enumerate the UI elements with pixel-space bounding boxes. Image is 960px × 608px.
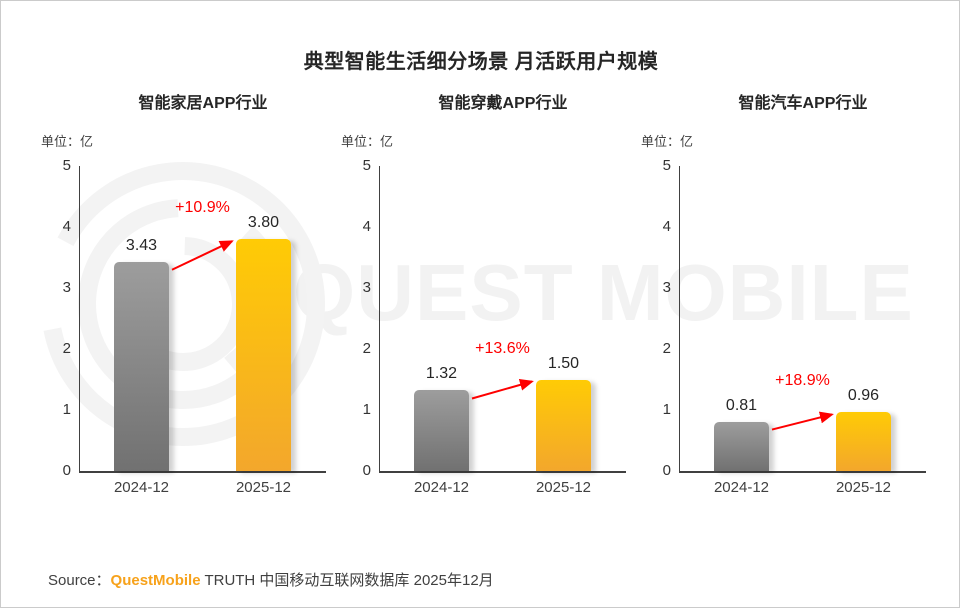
x-axis-category-label: 2024-12 bbox=[713, 479, 770, 496]
y-axis-tick-label: 0 bbox=[662, 462, 671, 479]
y-axis-tick-label: 0 bbox=[62, 462, 71, 479]
y-axis-tick-label: 2 bbox=[62, 340, 71, 357]
y-axis-tick-label: 5 bbox=[662, 157, 671, 174]
questmobile-text-watermark: QUEST MOBILE bbox=[293, 248, 914, 337]
chart-subtitle: 智能家居APP行业 bbox=[138, 95, 268, 112]
y-axis-tick-label: 4 bbox=[62, 218, 71, 235]
y-axis-tick-label: 1 bbox=[62, 401, 71, 418]
chart-subtitle: 智能穿戴APP行业 bbox=[438, 95, 568, 112]
y-axis-tick-label: 2 bbox=[362, 340, 371, 357]
bar-previous-period bbox=[114, 261, 169, 471]
y-axis-tick-label: 4 bbox=[362, 218, 371, 235]
y-axis-tick-label: 3 bbox=[662, 279, 671, 296]
bar-previous-period bbox=[414, 390, 469, 471]
y-axis-tick-label: 1 bbox=[662, 401, 671, 418]
bar-value-label: 3.80 bbox=[247, 214, 280, 232]
bar-value-label: 0.96 bbox=[847, 387, 880, 405]
bar-value-label: 3.43 bbox=[125, 236, 158, 254]
x-axis-line bbox=[78, 471, 327, 473]
y-axis-tick-label: 5 bbox=[62, 157, 71, 174]
y-axis-tick-label: 1 bbox=[362, 401, 371, 418]
bar-current-period bbox=[536, 379, 591, 471]
page-title: 典型智能生活细分场景 月活跃用户规模 bbox=[303, 51, 659, 73]
source-brand: QuestMobile bbox=[110, 572, 201, 589]
unit-label: 单位：亿 bbox=[41, 134, 94, 149]
x-axis-category-label: 2024-12 bbox=[113, 479, 170, 496]
x-axis-category-label: 2024-12 bbox=[413, 479, 470, 496]
y-axis-line bbox=[378, 166, 381, 473]
source-line: Source：QuestMobile TRUTH 中国移动互联网数据库 2025… bbox=[48, 569, 494, 590]
chart-smart-home-app: 智能家居APP行业 单位：亿 0 1 2 3 4 5 3.43 2024-12 3.80 2025… bbox=[31, 1, 331, 541]
plot-area: 0 1 2 3 4 5 1.32 2024-12 1.50 2025-12 +13.6% bbox=[331, 1, 631, 541]
x-axis-category-label: 2025-12 bbox=[235, 479, 292, 496]
unit-label: 单位：亿 bbox=[341, 134, 394, 149]
unit-label: 单位：亿 bbox=[641, 134, 694, 149]
bar-current-period bbox=[836, 412, 891, 471]
plot-area: 0 1 2 3 4 5 3.43 2024-12 3.80 2025-12 +10.9% bbox=[31, 1, 331, 541]
source-label: Source： bbox=[48, 572, 111, 589]
x-axis-category-label: 2025-12 bbox=[535, 479, 592, 496]
y-axis-tick-label: 4 bbox=[662, 218, 671, 235]
bar-value-label: 1.50 bbox=[547, 354, 580, 372]
y-axis-tick-label: 3 bbox=[362, 279, 371, 296]
chart-smart-car-app: 智能汽车APP行业 单位：亿 0 1 2 3 4 5 0.81 2024-12 0.96 2025… bbox=[631, 1, 931, 541]
chart-smart-wearable-app: 智能穿戴APP行业 单位：亿 0 1 2 3 4 5 1.32 2024-12 1.50 2025… bbox=[331, 1, 631, 541]
y-axis-tick-label: 0 bbox=[362, 462, 371, 479]
chart-subtitle: 智能汽车APP行业 bbox=[738, 95, 868, 112]
bar-current-period bbox=[236, 239, 291, 471]
growth-percent-label: +10.9% bbox=[175, 199, 230, 217]
y-axis-tick-label: 5 bbox=[362, 157, 371, 174]
bar-previous-period bbox=[714, 421, 769, 471]
x-axis-line bbox=[678, 471, 927, 473]
y-axis-tick-label: 2 bbox=[662, 340, 671, 357]
source-rest: TRUTH 中国移动互联网数据库 2025年12月 bbox=[200, 572, 494, 589]
x-axis-category-label: 2025-12 bbox=[835, 479, 892, 496]
growth-percent-label: +18.9% bbox=[775, 372, 830, 390]
bar-value-label: 0.81 bbox=[725, 396, 758, 414]
x-axis-line bbox=[378, 471, 627, 473]
y-axis-tick-label: 3 bbox=[62, 279, 71, 296]
bar-value-label: 1.32 bbox=[425, 365, 458, 383]
growth-percent-label: +13.6% bbox=[475, 339, 530, 357]
plot-area: 0 1 2 3 4 5 0.81 2024-12 0.96 2025-12 +18.9% bbox=[631, 1, 931, 541]
y-axis-line bbox=[78, 166, 81, 473]
y-axis-line bbox=[678, 166, 681, 473]
